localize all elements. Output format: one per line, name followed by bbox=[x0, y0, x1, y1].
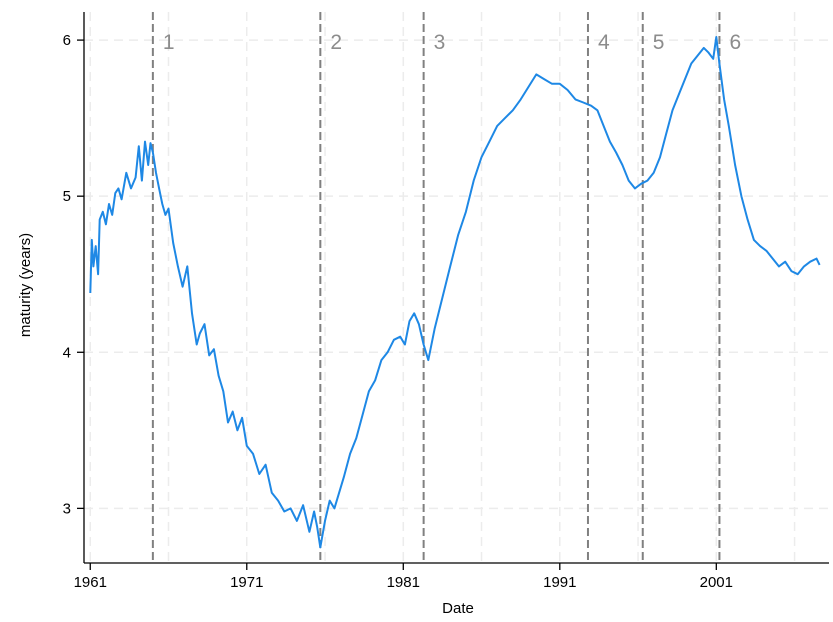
reference-line-label-1: 1 bbox=[163, 31, 175, 54]
y-tick-label-5: 5 bbox=[63, 188, 71, 205]
series-line bbox=[89, 36, 821, 549]
reference-line-label-3: 3 bbox=[434, 31, 446, 54]
y-ticks: 3 4 5 6 bbox=[63, 32, 84, 517]
grid-lines bbox=[84, 12, 829, 563]
vertical-reference-lines: 1 2 3 4 5 6 bbox=[151, 12, 741, 563]
reference-line-label-2: 2 bbox=[330, 31, 342, 54]
x-tick-label-1991: 1991 bbox=[543, 574, 576, 591]
x-tick-label-1971: 1971 bbox=[230, 574, 263, 591]
y-tick-label-3: 3 bbox=[63, 500, 71, 517]
x-tick-label-1961: 1961 bbox=[74, 574, 107, 591]
y-axis-title: maturity (years) bbox=[17, 233, 34, 337]
x-axis-title: Date bbox=[442, 600, 474, 617]
reference-line-label-4: 4 bbox=[598, 31, 610, 54]
x-tick-label-1981: 1981 bbox=[387, 574, 420, 591]
y-tick-label-4: 4 bbox=[63, 344, 71, 361]
reference-line-label-5: 5 bbox=[653, 31, 665, 54]
x-tick-label-2001: 2001 bbox=[700, 574, 733, 591]
x-ticks: 1961 1971 1981 1991 2001 bbox=[74, 563, 733, 591]
y-tick-label-6: 6 bbox=[63, 32, 71, 49]
reference-line-label-6: 6 bbox=[729, 31, 741, 54]
